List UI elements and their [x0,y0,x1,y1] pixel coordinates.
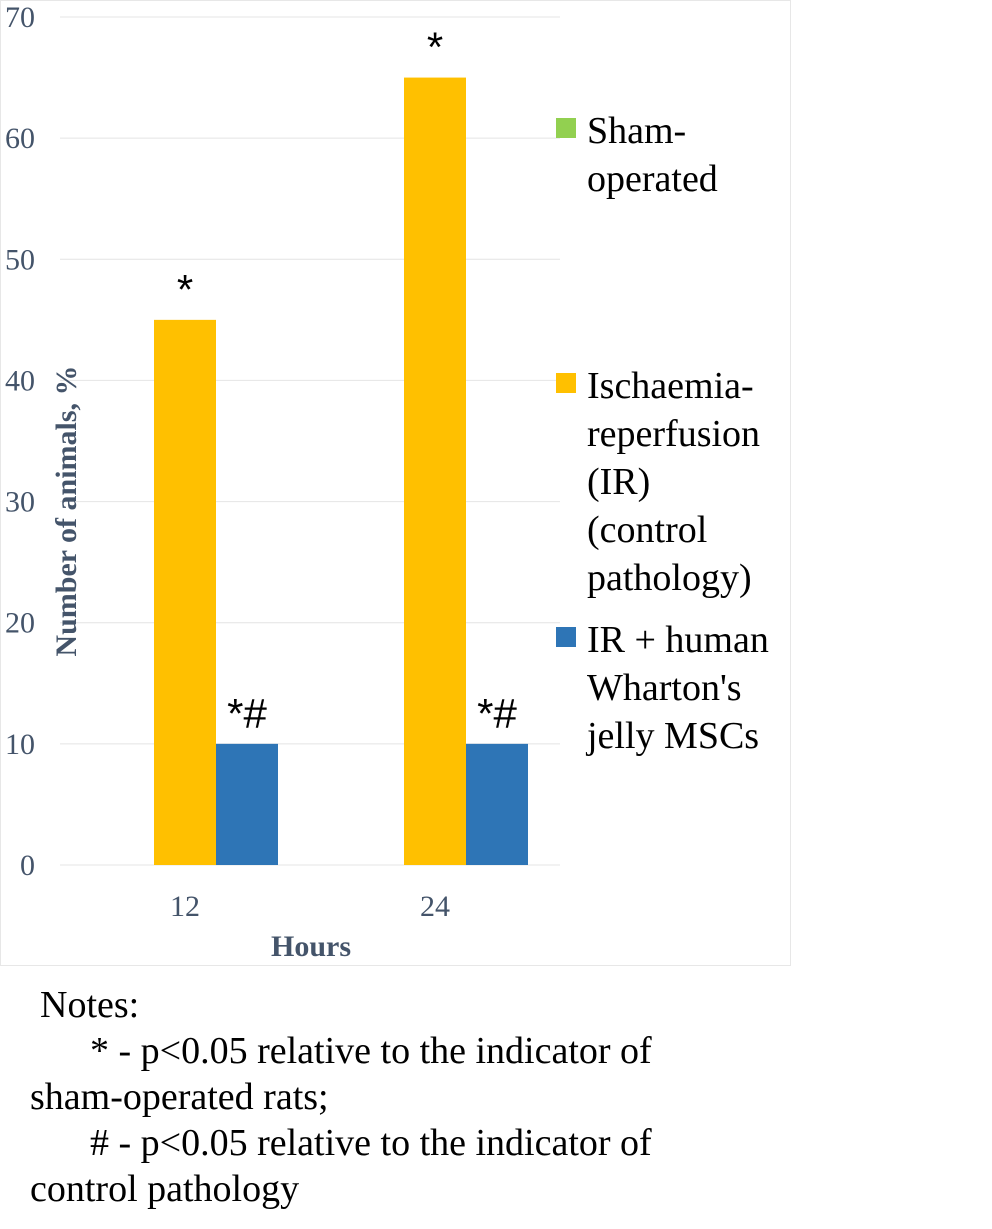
legend-label: Wharton's [587,667,742,709]
note-hash-cont: control pathology [30,1168,300,1210]
y-tick-label: 40 [5,364,35,397]
y-tick-label: 30 [5,486,35,519]
legend-label: IR + human [587,619,769,661]
y-axis-title: Number of animals, % [50,365,83,656]
y-tick-label: 0 [20,849,35,882]
significance-annotations: * *# * *# [177,24,518,737]
chart-frame [0,0,791,966]
bar [466,743,528,865]
note-hash: # - p<0.05 relative to the indicator of [90,1122,652,1164]
x-tick-label: 24 [420,890,450,923]
legend-swatch [556,118,576,138]
legend-label: (control [587,509,707,551]
x-axis-title: Hours [271,930,351,963]
legend-swatch [556,373,576,393]
legend-label: Sham- [587,110,686,152]
y-tick-label: 60 [5,122,35,155]
legend-label: Ischaemia- [587,365,754,407]
significance-mark: * [177,266,193,313]
significance-mark: * [427,24,443,71]
legend-label: reperfusion [587,413,760,455]
legend-swatch [556,627,576,647]
significance-mark: *# [227,690,267,737]
y-tick-label: 20 [5,607,35,640]
legend-label: (IR) [587,461,650,503]
gridlines [60,16,560,866]
bar [216,743,278,865]
legend-label: jelly MSCs [585,715,759,757]
legend-label: pathology) [587,557,752,599]
bars [154,77,528,866]
legend: Sham-operated Ischaemia-reperfusion (IR) (c… [556,110,769,757]
x-axis-ticks: 12 24 [170,890,450,923]
bar [154,319,216,865]
bar [404,77,466,866]
note-asterisk: * - p<0.05 relative to the indicator of [90,1030,652,1072]
note-asterisk-cont: sham-operated rats; [30,1076,329,1118]
y-tick-label: 50 [5,243,35,276]
bar-chart: 0 10 20 30 40 50 60 70 * *# * *# 12 24 Hours Number… [0,0,791,966]
y-axis-ticks: 0 10 20 30 40 50 60 70 [5,1,35,882]
x-tick-label: 12 [170,890,200,923]
legend-label: operated [587,158,718,200]
significance-mark: *# [477,690,517,737]
notes-heading: Notes: [40,984,140,1026]
notes-block: Notes: * - p<0.05 relative to the indica… [30,982,970,1212]
y-tick-label: 70 [5,1,35,34]
y-tick-label: 10 [5,728,35,761]
